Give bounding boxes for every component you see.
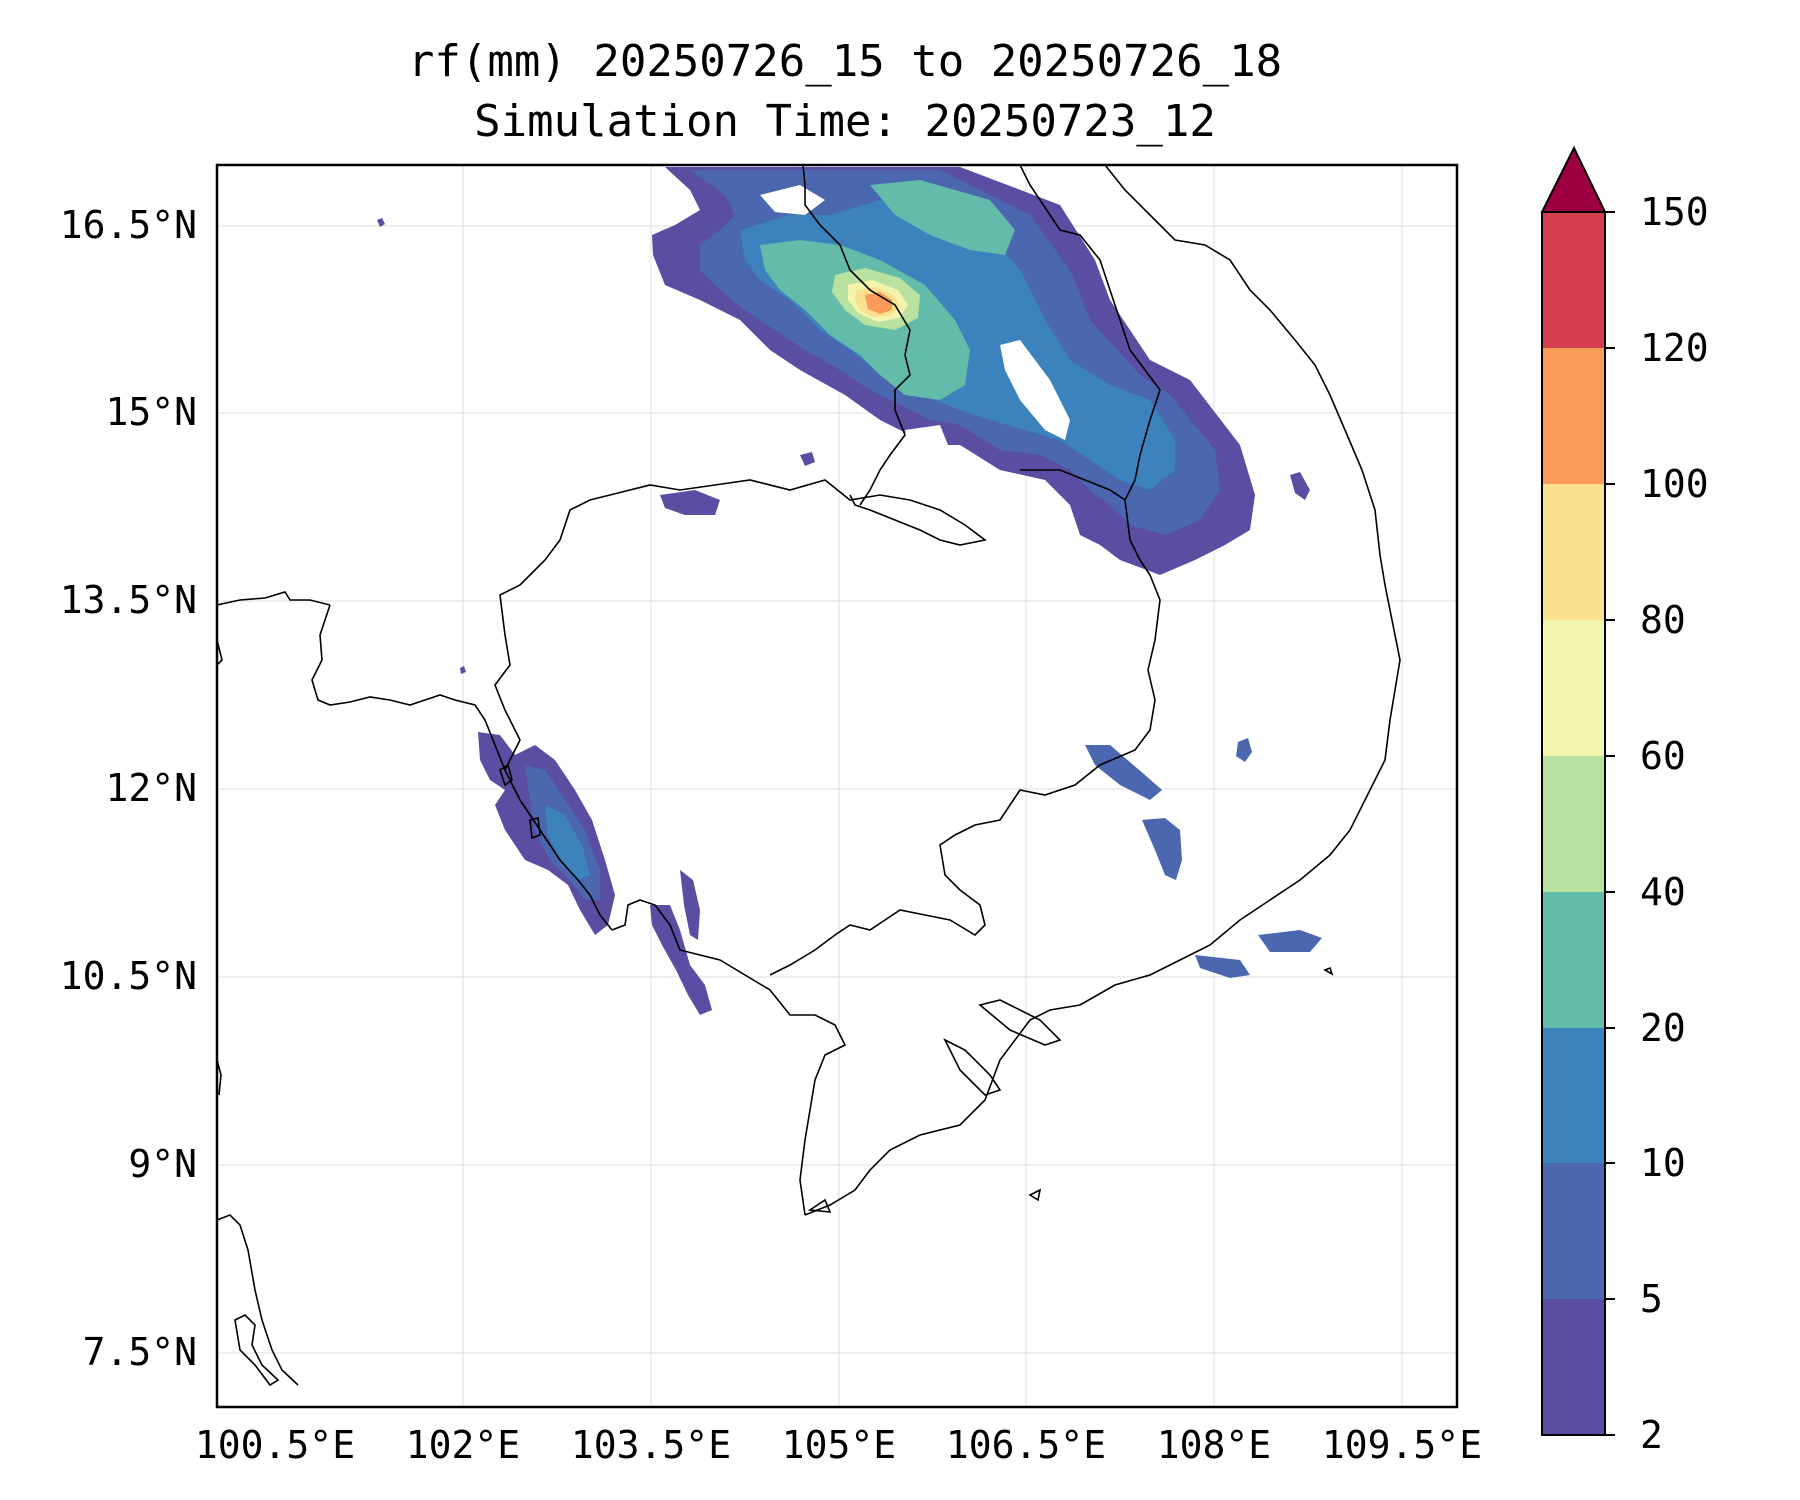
- rain-cell: [680, 870, 700, 940]
- rain-cell: [660, 490, 720, 515]
- lat-tick-label: 10.5°N: [60, 954, 197, 998]
- lon-tick-label: 109.5°E: [1322, 1423, 1482, 1467]
- rain-cell: [460, 666, 466, 674]
- rain-cell: [1258, 930, 1322, 952]
- colorbar-tick-label: 10: [1640, 1141, 1686, 1185]
- coastlines-and-borders: [217, 165, 1401, 1387]
- lon-tick-label: 105°E: [782, 1423, 896, 1467]
- map-frame: [215, 163, 1459, 1409]
- colorbar-extend-arrow: [1540, 145, 1607, 213]
- colorbar-frame: [1541, 211, 1606, 1436]
- lon-tick-label: 103.5°E: [571, 1423, 731, 1467]
- lon-tick-label: 100.5°E: [195, 1423, 355, 1467]
- colorbar-tick-label: 20: [1640, 1006, 1686, 1050]
- lat-tick-label: 12°N: [105, 766, 197, 810]
- colorbar-tick-label: 100: [1640, 462, 1709, 506]
- rain-gap: [905, 425, 950, 460]
- rain-cell: [377, 218, 385, 227]
- colorbar-tick-label: 60: [1640, 734, 1686, 778]
- colorbar-band: [1542, 484, 1605, 620]
- rain-cell: [1142, 818, 1182, 880]
- rain-cell: [1195, 955, 1250, 978]
- rain-cell: [1236, 738, 1252, 762]
- colorbar-tick-label: 40: [1640, 870, 1686, 914]
- colorbar-band: [1542, 756, 1605, 892]
- colorbar-tick-label: 5: [1640, 1277, 1663, 1321]
- colorbar-band: [1542, 212, 1605, 348]
- colorbar-band: [1542, 1163, 1605, 1299]
- rainfall-contours: [377, 167, 1322, 1015]
- colorbar-band: [1542, 1299, 1605, 1435]
- lat-tick-label: 9°N: [128, 1142, 197, 1186]
- colorbar-tick-label: 150: [1640, 190, 1709, 234]
- colorbar-band: [1542, 348, 1605, 484]
- lon-tick-label: 102°E: [406, 1423, 520, 1467]
- lat-tick-labels: 16.5°N 15°N 13.5°N 12°N 10.5°N 9°N 7.5°N: [60, 203, 197, 1374]
- colorbar-tick-label: 80: [1640, 598, 1686, 642]
- chart-subtitle: Simulation Time: 20250723_12: [474, 96, 1216, 147]
- chart-title: rf(mm) 20250726_15 to 20250726_18: [407, 36, 1283, 87]
- lon-tick-labels: 100.5°E 102°E 103.5°E 105°E 106.5°E 108°…: [195, 1423, 1482, 1467]
- rain-cell: [650, 905, 712, 1015]
- rain-cell: [800, 452, 815, 466]
- colorbar-band: [1542, 892, 1605, 1028]
- colorbar: 2 5 10 20 40 60 80 100 120 150: [1540, 145, 1709, 1457]
- rain-region-north-20b: [870, 180, 1015, 255]
- rain-region-north-100: [865, 292, 892, 314]
- colorbar-band: [1542, 620, 1605, 756]
- colorbar-tick-label: 120: [1640, 326, 1709, 370]
- rain-gap: [760, 185, 825, 215]
- rain-gap: [1000, 340, 1070, 440]
- rain-cell: [1085, 745, 1162, 800]
- colorbar-tick-label: 2: [1640, 1413, 1663, 1457]
- rain-cell: [1290, 472, 1310, 500]
- lat-tick-label: 7.5°N: [83, 1330, 197, 1374]
- rain-region-southwest-10: [545, 805, 590, 880]
- lon-tick-label: 108°E: [1157, 1423, 1271, 1467]
- lat-tick-label: 16.5°N: [60, 203, 197, 247]
- lon-tick-label: 106.5°E: [946, 1423, 1106, 1467]
- lat-tick-label: 13.5°N: [60, 578, 197, 622]
- lat-tick-label: 15°N: [105, 390, 197, 434]
- colorbar-band: [1542, 1028, 1605, 1163]
